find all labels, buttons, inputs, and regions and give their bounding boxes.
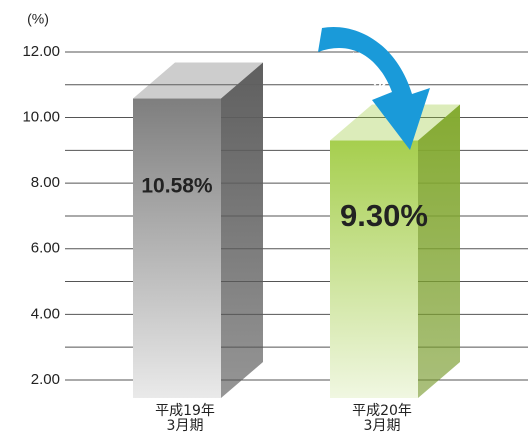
bar-side-shade [221,63,263,398]
chart-svg: (%) 2.00 4.00 6.00 8.00 10.00 12.00 10.58% 9.30… [0,0,528,441]
y-tick-label: 12.00 [22,43,60,60]
x-tick-label: 平成20年 3月期 [322,404,442,434]
value-label: 10.58% [141,175,213,198]
chart: (%) 2.00 4.00 6.00 8.00 10.00 12.00 10.58% 9.30… [0,0,528,441]
y-tick-label: 10.00 [22,109,60,126]
bar-side-shade [418,105,460,398]
bar [330,141,418,398]
x-tick-label: 平成19年 3月期 [125,404,245,434]
bar [133,99,221,398]
y-tick-label: 2.00 [31,371,60,388]
y-tick-label: 6.00 [31,240,60,257]
y-axis-label: (%) [27,11,49,27]
value-label: 9.30% [340,198,428,233]
y-tick-label: 8.00 [31,174,60,191]
y-tick-label: 4.00 [31,305,60,322]
